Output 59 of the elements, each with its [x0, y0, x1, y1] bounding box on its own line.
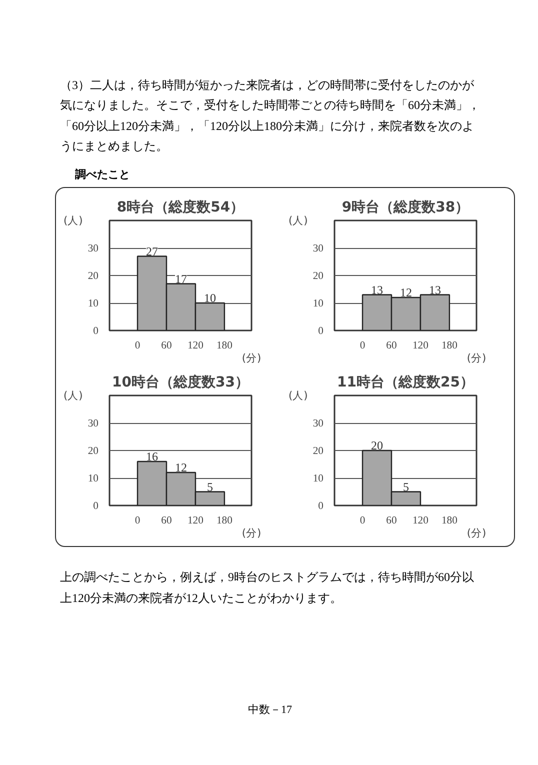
- y-axis-title: (人): [64, 214, 83, 228]
- y-tick-label: 10: [312, 298, 324, 310]
- data-label: 20: [371, 438, 384, 453]
- x-tick-label: 120: [187, 516, 204, 527]
- data-label: 12: [400, 286, 412, 300]
- x-tick-label: 60: [161, 340, 172, 352]
- y-tick-label: 0: [93, 326, 98, 338]
- data-label: 13: [371, 283, 384, 298]
- data-label: 13: [428, 283, 441, 298]
- x-axis-title: (分): [466, 352, 486, 365]
- chart-title: 11時台（総度数25）: [337, 374, 474, 391]
- data-label: 27: [146, 244, 158, 259]
- x-axis-title: (分): [242, 526, 262, 540]
- y-tick-label: 30: [88, 418, 98, 430]
- x-tick-label: 60: [386, 516, 397, 527]
- chart-title: 9時台（総度数38）: [342, 198, 470, 216]
- data-label: 12: [174, 460, 187, 475]
- x-tick-label: 180: [216, 516, 232, 527]
- x-tick-label: 120: [412, 516, 428, 527]
- x-tick-label: 0: [360, 340, 366, 352]
- text: 中数－17: [248, 703, 292, 718]
- y-tick-label: 20: [88, 446, 98, 458]
- y-axis-title: (人): [288, 389, 308, 402]
- y-tick-label: 0: [318, 501, 324, 512]
- text: 上の調べたことから，例えば，9時台のヒストグラムでは，待ち時間が60分以上120分未満の来院者が12人いたことがわかります。: [60, 569, 475, 607]
- y-tick-label: 30: [312, 418, 324, 430]
- x-tick-label: 0: [134, 516, 140, 527]
- text: 調べたこと: [75, 166, 130, 182]
- y-tick-label: 30: [312, 244, 324, 255]
- text: （3）二人は，待ち時間が短かった来院者は，どの時間帯に受付をしたのかが気になりました。そこで，受付をした時間帯ごとの待ち時間を「60分未満」，「60分以上120分未満」，「120分以上180分未満」に分け，来院者数を次のようにまとめました。: [60, 77, 480, 156]
- y-tick-label: 0: [93, 501, 98, 512]
- data-label: 10: [204, 291, 216, 306]
- chart-title: 10時台（総度数33）: [112, 374, 249, 391]
- y-tick-label: 20: [312, 271, 324, 282]
- y-axis-title: (人): [288, 214, 308, 228]
- data-label: 5: [402, 480, 409, 494]
- x-tick-label: 180: [441, 340, 458, 352]
- y-tick-label: 10: [312, 474, 324, 485]
- y-tick-label: 30: [88, 244, 98, 255]
- x-tick-label: 0: [360, 516, 366, 527]
- x-tick-label: 120: [412, 340, 428, 352]
- y-axis-title: (人): [64, 389, 83, 402]
- data-label: 16: [146, 450, 158, 464]
- x-axis-title: (分): [466, 526, 486, 540]
- x-tick-label: 120: [187, 340, 204, 352]
- x-tick-label: 60: [161, 516, 172, 527]
- y-tick-label: 20: [88, 271, 98, 282]
- y-tick-label: 0: [318, 326, 324, 338]
- x-tick-label: 180: [441, 516, 458, 527]
- chart-title: 8時台（総度数54）: [116, 198, 244, 216]
- data-label: 5: [206, 480, 213, 494]
- x-axis-title: (分): [242, 352, 262, 365]
- x-tick-label: 60: [386, 340, 397, 352]
- data-label: 17: [174, 272, 187, 286]
- y-tick-label: 10: [88, 474, 98, 485]
- x-tick-label: 180: [216, 340, 232, 352]
- y-tick-label: 20: [312, 446, 324, 458]
- x-tick-label: 0: [134, 340, 140, 352]
- y-tick-label: 10: [88, 298, 98, 310]
